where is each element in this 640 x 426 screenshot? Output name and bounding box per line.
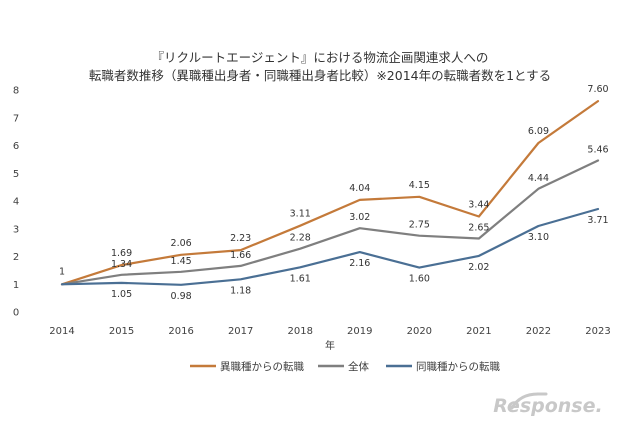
- data-label: 2.23: [230, 233, 251, 244]
- data-label: 6.09: [528, 126, 549, 137]
- x-axis: 2014 2015 2016 2017 2018 2019 2020 2021 2022 2023: [49, 326, 610, 337]
- y-tick-label: 5: [13, 169, 19, 180]
- data-label: 7.60: [587, 84, 608, 95]
- series-line-2: [60, 159, 600, 286]
- data-label: 1.18: [230, 285, 251, 296]
- data-label: 1.60: [409, 274, 430, 285]
- data-label: 3.10: [528, 232, 549, 243]
- legend-label: 異職種からの転職: [220, 360, 304, 373]
- data-label: 3.02: [349, 212, 370, 223]
- data-label: 3.11: [290, 209, 311, 220]
- data-label: 0.98: [171, 291, 192, 302]
- data-labels: 1 1.69 2.06 2.23 3.11 4.04 4.15 3.44 6.09 7.60 1.3…: [59, 84, 609, 302]
- x-tick-label: 2016: [168, 326, 193, 337]
- y-axis: 0 1 2 3 4 5 6 7 8: [13, 86, 19, 319]
- data-label: 1.69: [111, 248, 132, 259]
- series-line-1: [60, 99, 600, 286]
- data-label: 5.46: [587, 144, 608, 155]
- x-tick-label: 2018: [287, 326, 312, 337]
- series-line-3: [60, 207, 600, 286]
- chart-title-line-2: 転職者数推移（異職種出身者・同職種出身者比較）※2014年の転職者数を1とする: [89, 68, 551, 83]
- data-label: 1.66: [230, 250, 251, 261]
- data-label: 2.28: [290, 233, 311, 244]
- data-label: 3.44: [468, 200, 489, 211]
- data-label: 1.34: [111, 259, 132, 270]
- chart-title-line-1: 『リクルートエージェント』における物流企画関連求人への: [152, 50, 489, 65]
- data-label: 4.44: [528, 173, 549, 184]
- data-label: 4.15: [409, 180, 430, 191]
- data-label: 2.02: [468, 262, 489, 273]
- y-tick-label: 6: [13, 141, 19, 152]
- legend-label: 全体: [348, 360, 369, 373]
- legend-label: 同職種からの転職: [416, 360, 500, 373]
- x-tick-label: 2019: [347, 326, 372, 337]
- series-group: [60, 99, 600, 286]
- data-label: 2.65: [468, 222, 489, 233]
- x-tick-label: 2015: [109, 326, 134, 337]
- x-tick-label: 2020: [407, 326, 432, 337]
- data-label: 4.04: [349, 183, 370, 194]
- y-tick-label: 1: [13, 280, 19, 291]
- y-tick-label: 8: [13, 86, 19, 97]
- data-label: 1: [59, 266, 65, 277]
- data-label: 1.61: [290, 273, 311, 284]
- x-tick-label: 2022: [526, 326, 551, 337]
- data-label: 2.16: [349, 258, 370, 269]
- x-tick-label: 2017: [228, 326, 253, 337]
- legend: 異職種からの転職 全体 同職種からの転職: [190, 360, 500, 373]
- data-label: 2.06: [171, 238, 192, 249]
- data-label: 1.05: [111, 289, 132, 300]
- response-logo: Response.: [493, 392, 603, 417]
- y-tick-label: 7: [13, 113, 19, 124]
- data-label: 3.71: [587, 215, 608, 226]
- watermark-text: Response.: [493, 395, 602, 417]
- y-tick-label: 0: [13, 308, 19, 319]
- data-label: 1.45: [171, 256, 192, 267]
- data-label: 2.75: [409, 220, 430, 231]
- x-axis-label: 年: [325, 339, 335, 352]
- x-tick-label: 2014: [49, 326, 74, 337]
- y-tick-label: 2: [13, 252, 19, 263]
- x-tick-label: 2023: [585, 326, 610, 337]
- y-tick-label: 4: [13, 197, 19, 208]
- y-tick-label: 3: [13, 224, 19, 235]
- x-tick-label: 2021: [466, 326, 491, 337]
